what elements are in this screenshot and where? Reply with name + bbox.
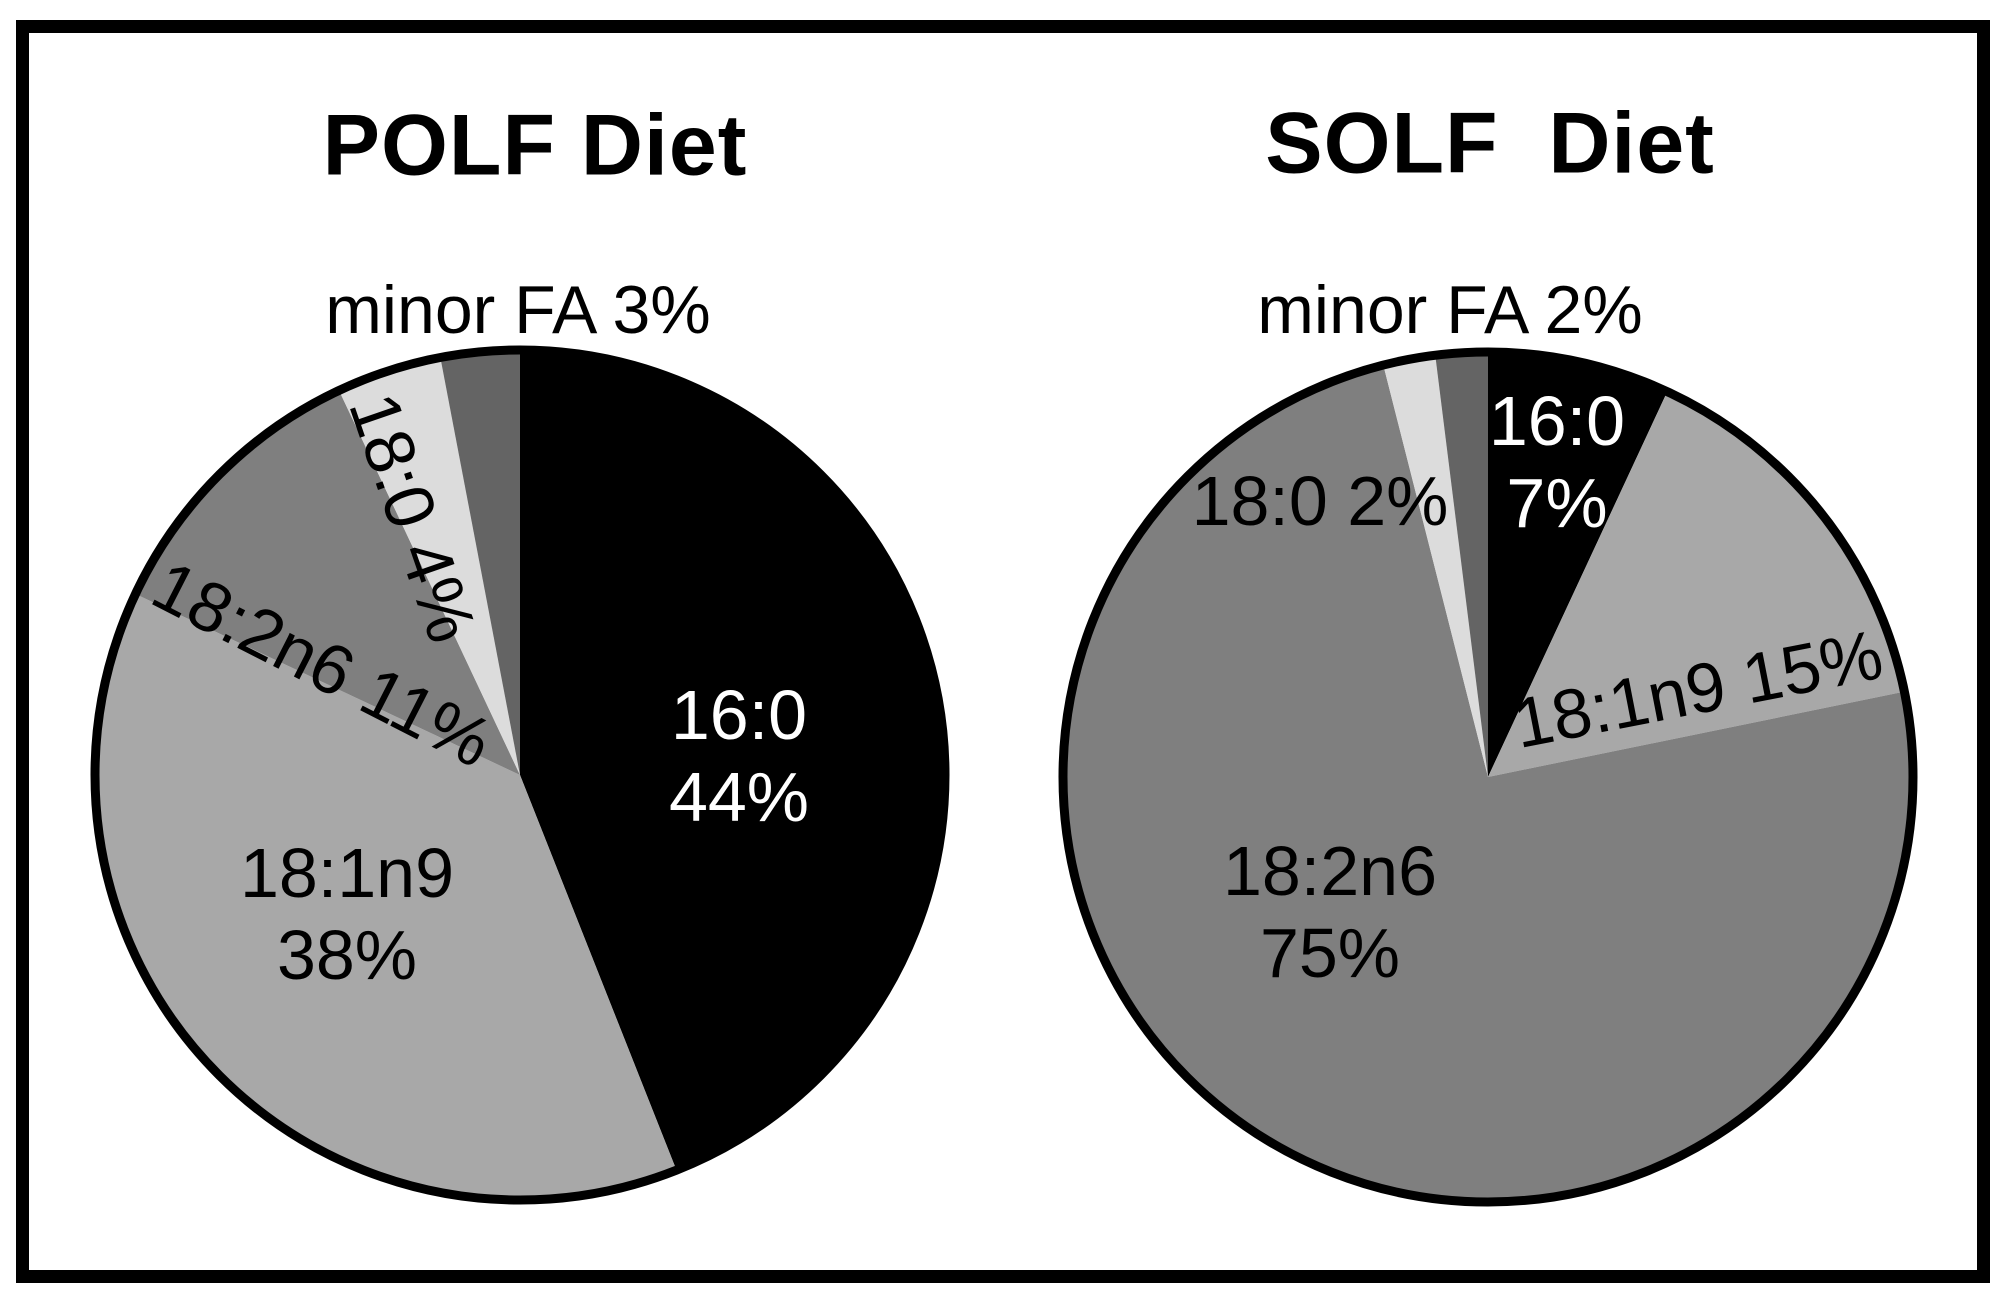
solf-18-0-label: 18:0 2% [1191, 462, 1449, 541]
solf-minor-fa-label: minor FA 2% [1257, 272, 1643, 349]
polf-18-1n9-label: 18:1n9 38% [239, 834, 455, 994]
figure-frame [16, 20, 1990, 1283]
polf-16-0-label: 16:0 44% [668, 676, 810, 836]
solf-18-2n6-label: 18:2n6 75% [1222, 832, 1438, 992]
pie-slice-minor-fa [440, 350, 520, 775]
pie-slice-16-0 [1488, 352, 1668, 777]
polf-minor-fa-label: minor FA 3% [325, 272, 711, 349]
pie-slice-18-1n9 [1488, 391, 1905, 777]
pie-outline [1058, 347, 1918, 1207]
pie-slice-18-0 [1383, 355, 1488, 777]
polf-title: POLF Diet [322, 97, 748, 194]
pie-slice-18-2n6 [135, 390, 520, 775]
solf-title: SOLF Diet [1265, 95, 1715, 192]
pie-slice-minor-fa [1435, 352, 1488, 777]
pie-outline [90, 345, 950, 1205]
pie-slice-16-0 [520, 350, 946, 1171]
pie-slice-18-0 [339, 357, 520, 775]
solf-pie-chart [1058, 347, 1918, 1207]
pie-slice-18-2n6 [1062, 365, 1913, 1203]
polf-pie-chart [90, 345, 950, 1205]
solf-16-0-label: 16:0 7% [1488, 382, 1626, 542]
pie-slice-18-1n9 [94, 594, 677, 1201]
